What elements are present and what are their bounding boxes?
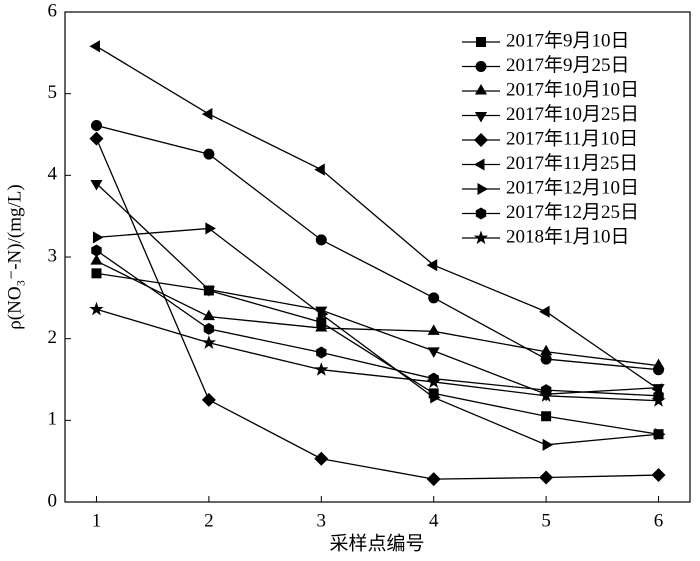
marker xyxy=(201,335,217,349)
legend-marker xyxy=(477,182,488,196)
marker xyxy=(91,268,102,279)
series-line xyxy=(96,249,659,397)
marker xyxy=(202,286,215,297)
marker xyxy=(89,40,100,53)
marker xyxy=(541,411,552,422)
marker xyxy=(428,388,439,399)
legend-marker xyxy=(475,207,487,220)
marker xyxy=(427,324,440,335)
marker xyxy=(90,254,103,265)
marker xyxy=(652,358,665,370)
marker xyxy=(427,347,440,358)
marker xyxy=(203,322,215,335)
marker xyxy=(314,451,329,466)
legend-label: 2017年12月25日 xyxy=(506,201,639,223)
legend-label: 2017年12月10日 xyxy=(506,176,639,198)
x-tick-label: 2 xyxy=(204,510,214,531)
marker xyxy=(314,362,329,376)
y-tick-label: 2 xyxy=(48,327,58,348)
legend-marker xyxy=(476,37,486,47)
y-tick-label: 3 xyxy=(48,245,58,266)
legend-marker xyxy=(474,133,488,147)
series-line xyxy=(96,260,659,367)
legend-label: 2017年10月25日 xyxy=(506,103,639,125)
marker xyxy=(315,321,328,332)
marker xyxy=(316,346,327,359)
marker xyxy=(315,234,327,246)
series-line xyxy=(96,308,659,402)
marker xyxy=(540,344,553,356)
marker xyxy=(92,231,104,244)
marker xyxy=(540,353,552,365)
y-tick-label: 6 xyxy=(48,0,58,21)
marker xyxy=(538,388,554,402)
marker xyxy=(426,374,441,389)
marker xyxy=(651,468,666,483)
marker xyxy=(430,391,441,404)
y-tick-label: 4 xyxy=(48,164,58,185)
series-line xyxy=(95,138,659,480)
legend-label: 2018年1月10日 xyxy=(506,225,630,247)
legend-marker xyxy=(474,112,488,123)
legend-label: 2017年10月10日 xyxy=(506,78,639,100)
legend-label: 2017年11月25日 xyxy=(506,152,638,174)
legend-marker xyxy=(474,158,485,171)
marker xyxy=(89,131,104,146)
series-line xyxy=(96,124,659,371)
marker xyxy=(314,163,325,176)
series-line xyxy=(96,272,659,435)
marker xyxy=(426,472,441,487)
x-tick-label: 5 xyxy=(541,510,551,531)
x-tick-label: 6 xyxy=(654,510,664,531)
x-tick-label: 3 xyxy=(317,510,327,531)
y-tick-label: 0 xyxy=(48,490,58,511)
y-axis-label: ρ(NO₃⁻-N)/(mg/L) xyxy=(4,184,25,329)
marker xyxy=(317,308,329,321)
marker xyxy=(426,259,438,272)
marker xyxy=(651,393,666,407)
x-axis-label: 采样点编号 xyxy=(329,532,424,554)
x-tick-label: 1 xyxy=(92,510,102,531)
marker xyxy=(539,305,550,318)
marker xyxy=(202,309,215,321)
series-line xyxy=(96,45,659,390)
legend-marker xyxy=(475,61,487,72)
marker xyxy=(90,120,102,132)
marker xyxy=(428,292,440,304)
legend-label: 2017年11月10日 xyxy=(506,127,638,149)
marker xyxy=(201,392,216,407)
legend-marker xyxy=(474,84,488,95)
marker xyxy=(90,180,103,191)
marker xyxy=(201,108,213,121)
marker xyxy=(203,148,215,160)
y-tick-label: 1 xyxy=(48,409,58,430)
series-line xyxy=(96,183,659,395)
x-tick-label: 4 xyxy=(429,510,439,531)
marker xyxy=(655,428,666,441)
marker xyxy=(91,244,102,257)
marker xyxy=(205,222,216,235)
y-tick-label: 5 xyxy=(48,82,58,103)
series-line xyxy=(96,227,659,446)
marker xyxy=(539,470,554,485)
legend-label: 2017年9月10日 xyxy=(506,29,630,51)
legend-label: 2017年9月25日 xyxy=(506,54,630,76)
legend-marker xyxy=(473,230,489,245)
marker xyxy=(89,301,104,316)
marker xyxy=(542,438,554,451)
